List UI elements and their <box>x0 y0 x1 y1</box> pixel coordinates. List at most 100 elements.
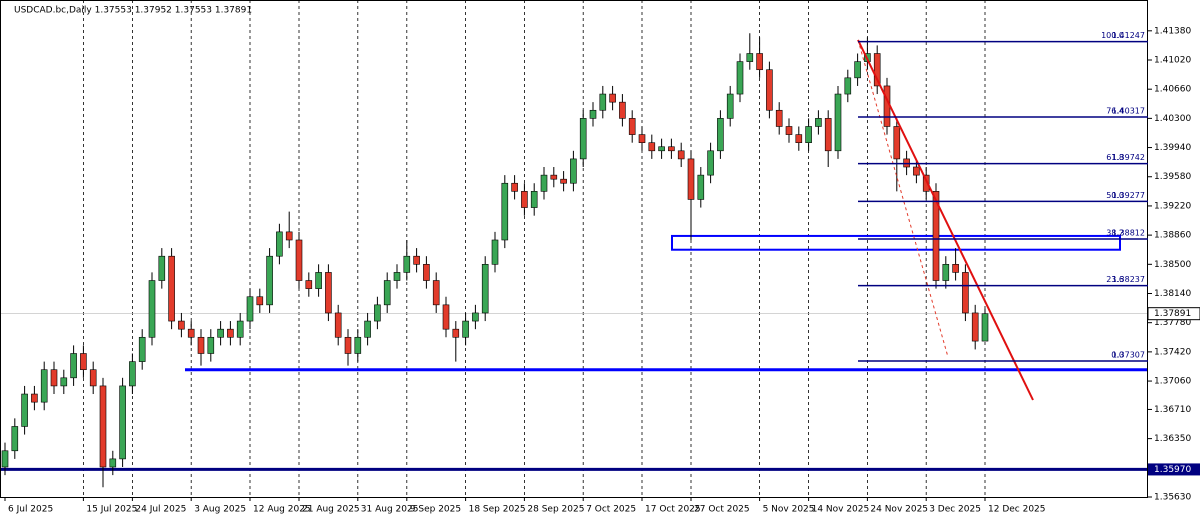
x-tick-label: 3 Aug 2025 <box>194 505 246 515</box>
y-tick-label: 1.37060 <box>1154 377 1191 387</box>
fib-level-label: 61.8 <box>1106 153 1124 162</box>
candle-body <box>256 296 264 306</box>
candle-body <box>589 109 597 119</box>
x-tick-label: 24 Nov 2025 <box>870 505 928 515</box>
candle-body <box>795 134 803 143</box>
candle-body <box>354 336 362 354</box>
candle-body <box>432 280 440 306</box>
candle-body <box>148 280 156 338</box>
candle-body <box>599 93 607 111</box>
candle-body <box>334 312 342 338</box>
candle-body <box>374 304 381 322</box>
candle-body <box>246 296 254 322</box>
candle-body <box>609 93 616 103</box>
fib-level-label: 23.6 <box>1106 275 1124 284</box>
candle-body <box>746 53 754 62</box>
candle-body <box>99 385 107 468</box>
y-tick-label: 1.35630 <box>1154 493 1191 503</box>
candle-body <box>668 146 675 152</box>
y-tick-label: 1.39580 <box>1154 172 1191 182</box>
candle-body <box>305 280 313 289</box>
candle-body <box>285 231 293 241</box>
x-tick-label: 28 Sep 2025 <box>527 505 584 515</box>
candle-body <box>501 182 509 241</box>
trendline <box>857 39 1034 401</box>
candle-body <box>932 191 940 281</box>
candle-body <box>158 255 166 281</box>
y-tick-label: 1.38500 <box>1154 260 1191 270</box>
candle-body <box>187 328 195 338</box>
candle-body <box>628 118 636 135</box>
candle-body <box>481 264 489 314</box>
y-tick-label: 1.37420 <box>1154 347 1191 357</box>
y-tick-label: 1.36350 <box>1154 434 1191 444</box>
candle-body <box>913 166 920 176</box>
candle-body <box>824 118 832 152</box>
candle-body <box>785 126 793 135</box>
candle-body <box>119 385 126 460</box>
candle-body <box>89 369 97 387</box>
candle-body <box>521 191 528 208</box>
candle-body <box>766 69 773 111</box>
candle-body <box>952 264 959 273</box>
x-tick-label: 21 Aug 2025 <box>302 505 360 515</box>
candle-body <box>893 126 901 160</box>
candle-body <box>70 353 77 379</box>
candle-body <box>462 320 469 338</box>
candle-body <box>413 255 420 265</box>
fibonacci: 100.01.4124776.41.4031761.81.3974250.01.… <box>858 31 1148 362</box>
candle-body <box>834 93 842 152</box>
candle-body <box>815 118 822 127</box>
candle-body <box>60 377 68 387</box>
candle-body <box>981 313 989 342</box>
x-tick-label: 6 Jul 2025 <box>8 505 53 515</box>
plot-frame <box>0 0 1148 498</box>
candle-body <box>677 150 685 160</box>
candle-body <box>452 328 460 338</box>
y-tick-label: 1.39220 <box>1154 201 1191 211</box>
y-tick-label: 1.40300 <box>1154 114 1191 124</box>
x-tick-label: 31 Aug 2025 <box>361 505 419 515</box>
fib-price-label: 1.39742 <box>1112 153 1145 162</box>
price-label-box <box>1148 463 1200 476</box>
candle-body <box>344 336 352 354</box>
y-tick-label: 1.39940 <box>1154 143 1191 153</box>
candle-body <box>129 361 136 387</box>
candle-body <box>325 272 332 314</box>
fib-level-label: 0.0 <box>1111 351 1124 360</box>
candle-body <box>697 174 705 200</box>
candle-body <box>579 118 587 160</box>
candle-body <box>236 320 244 338</box>
candle-body <box>736 61 744 95</box>
candle-body <box>560 178 567 184</box>
candle-body <box>540 174 548 192</box>
y-tick-label: 1.36710 <box>1154 405 1191 415</box>
y-tick-label: 1.38860 <box>1154 231 1191 241</box>
candle-body <box>50 369 58 387</box>
candle-body <box>658 146 665 152</box>
price-label: 1.35970 <box>1154 465 1191 475</box>
candle-body <box>295 239 303 281</box>
fib-price-label: 1.39277 <box>1112 191 1145 200</box>
candle-body <box>40 369 48 403</box>
fib-price-label: 1.40317 <box>1112 106 1145 115</box>
fib-price-label: 1.37307 <box>1112 351 1145 360</box>
x-tick-label: 18 Sep 2025 <box>469 505 526 515</box>
x-tick-label: 9 Sep 2025 <box>410 505 461 515</box>
candle-body <box>619 101 626 119</box>
candle-body <box>11 426 19 452</box>
candle-body <box>707 150 714 176</box>
candle-body <box>403 255 411 273</box>
y-tick-label: 1.37780 <box>1154 318 1191 328</box>
x-tick-label: 12 Dec 2025 <box>988 505 1046 515</box>
candle-body <box>550 174 558 180</box>
candle-body <box>922 174 930 192</box>
y-tick-label: 1.40660 <box>1154 85 1191 95</box>
candle-body <box>227 328 234 338</box>
marks-layer <box>0 33 1148 488</box>
candle-body <box>854 61 861 79</box>
x-tick-label: 12 Aug 2025 <box>253 505 311 515</box>
x-tick-label: 15 Jul 2025 <box>86 505 137 515</box>
candle-body <box>717 118 724 152</box>
x-tick-label: 24 Jul 2025 <box>135 505 186 515</box>
